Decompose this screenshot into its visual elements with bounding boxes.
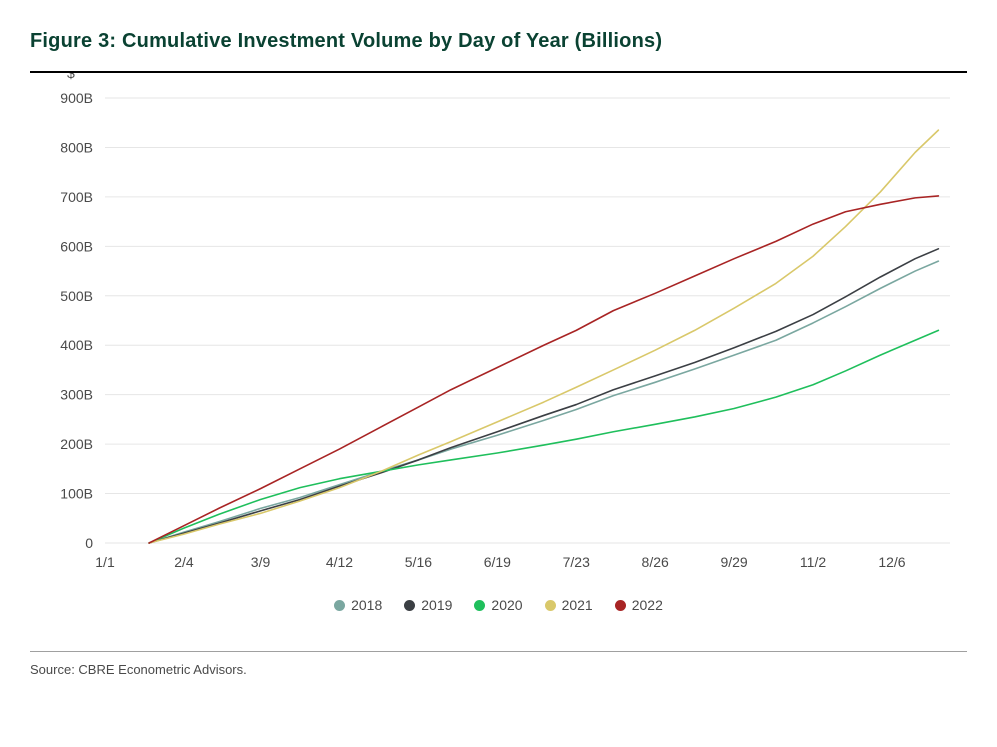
x-tick-label: 2/4 [174,554,194,570]
x-tick-label: 3/9 [251,554,271,570]
source-text: Source: CBRE Econometric Advisors. [30,662,967,677]
legend-item-2022: 2022 [615,597,663,613]
legend-dot-icon [615,600,626,611]
legend-dot-icon [474,600,485,611]
y-tick-label: 400B [60,337,93,353]
legend-item-2018: 2018 [334,597,382,613]
x-tick-label: 1/1 [95,554,115,570]
legend-label: 2018 [351,597,382,613]
legend-label: 2021 [562,597,593,613]
legend-item-2021: 2021 [545,597,593,613]
y-tick-label: 0 [85,535,93,551]
x-tick-label: 5/16 [405,554,432,570]
legend-dot-icon [545,600,556,611]
chart-area: 0 100B 200B 300B 400B 500B 600B 700B 800B 900B $1/… [30,73,967,633]
series-2019 [149,249,938,543]
y-unit-label: $ [67,73,75,81]
figure-title: Figure 3: Cumulative Investment Volume b… [30,30,967,53]
y-tick-label: 600B [60,238,93,254]
line-chart: 0 100B 200B 300B 400B 500B 600B 700B 800B 900B $1/… [30,73,967,593]
x-tick-label: 9/29 [720,554,747,570]
legend-label: 2022 [632,597,663,613]
y-tick-label: 200B [60,436,93,452]
chart-figure: Figure 3: Cumulative Investment Volume b… [0,0,997,747]
legend-label: 2020 [491,597,522,613]
legend-item-2019: 2019 [404,597,452,613]
legend-dot-icon [404,600,415,611]
x-tick-label: 6/19 [484,554,511,570]
x-tick-label: 7/23 [563,554,590,570]
divider-bottom [30,651,967,652]
y-tick-label: 300B [60,387,93,403]
x-tick-label: 11/2 [800,554,826,570]
legend-label: 2019 [421,597,452,613]
series-2022 [149,196,938,543]
y-tick-label: 900B [60,90,93,106]
y-tick-label: 800B [60,139,93,155]
y-tick-label: 700B [60,189,93,205]
legend: 2018 2019 2020 2021 2022 [30,597,967,613]
series-2021 [149,130,938,543]
legend-dot-icon [334,600,345,611]
x-tick-label: 4/12 [326,554,353,570]
legend-item-2020: 2020 [474,597,522,613]
y-tick-label: 100B [60,486,93,502]
x-tick-label: 8/26 [642,554,669,570]
x-tick-label: 12/6 [878,554,905,570]
y-tick-label: 500B [60,288,93,304]
